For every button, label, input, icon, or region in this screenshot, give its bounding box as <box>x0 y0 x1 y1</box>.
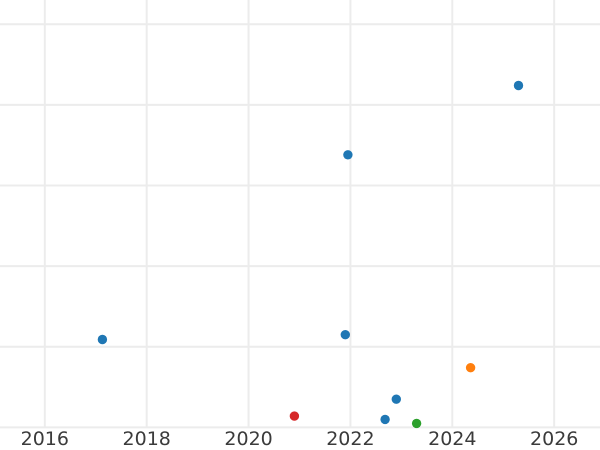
data-point-blue <box>391 394 401 404</box>
x-tick-label: 2026 <box>530 428 578 450</box>
x-tick-label: 2020 <box>224 428 272 450</box>
data-point-blue <box>340 330 350 340</box>
x-tick-label: 2018 <box>123 428 171 450</box>
data-point-orange <box>465 363 476 373</box>
data-point-red <box>289 411 300 421</box>
data-point-blue <box>97 334 108 345</box>
x-tick-label: 2024 <box>428 428 476 450</box>
x-tick-label: 2016 <box>21 428 69 450</box>
data-point-blue <box>380 414 390 425</box>
data-point-blue <box>513 80 524 91</box>
data-point-green <box>411 418 422 429</box>
x-tick-label: 2022 <box>326 428 374 450</box>
data-point-blue <box>343 150 353 160</box>
